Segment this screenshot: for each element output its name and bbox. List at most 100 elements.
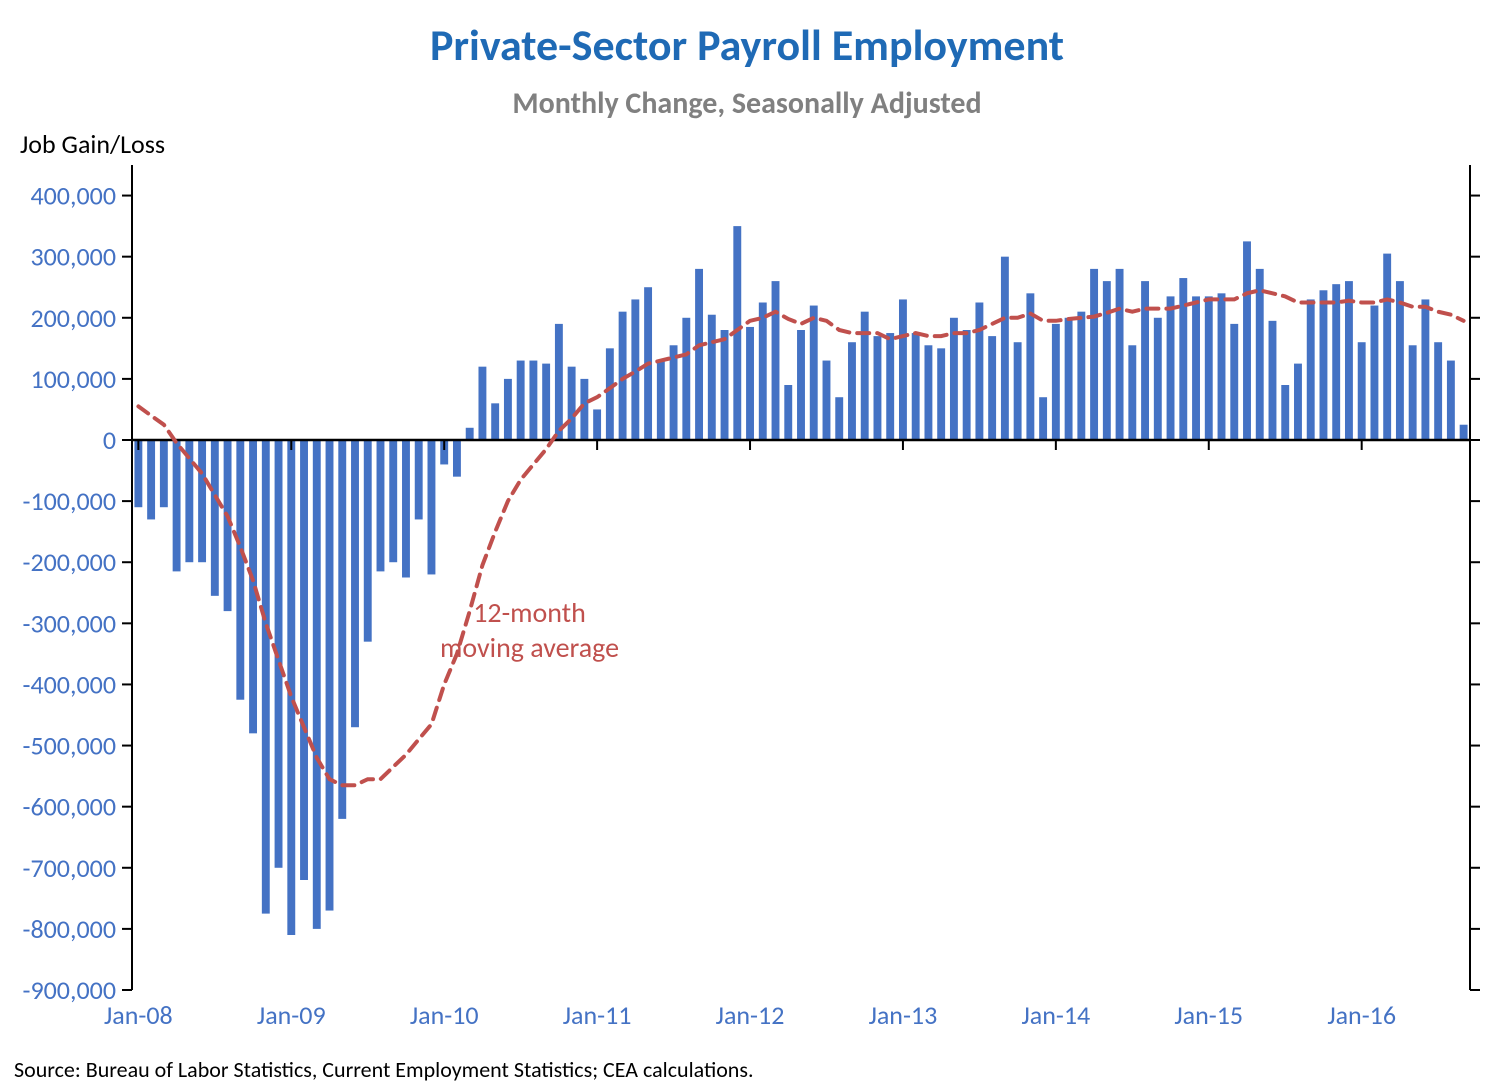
bar xyxy=(529,361,537,440)
svg-text:-400,000: -400,000 xyxy=(22,668,116,700)
bar xyxy=(810,306,818,440)
bar xyxy=(1077,312,1085,440)
bar xyxy=(682,318,690,440)
bar xyxy=(1383,254,1391,440)
bar xyxy=(1358,342,1366,440)
bar xyxy=(1307,299,1315,440)
bar xyxy=(1230,324,1238,440)
bar xyxy=(1141,281,1149,440)
bar xyxy=(823,361,831,440)
svg-text:Jan-11: Jan-11 xyxy=(563,999,632,1031)
svg-text:Jan-13: Jan-13 xyxy=(869,999,938,1031)
bar xyxy=(1345,281,1353,440)
bar xyxy=(415,440,423,519)
bar xyxy=(568,367,576,440)
svg-text:300,000: 300,000 xyxy=(30,241,116,273)
bar xyxy=(1090,269,1098,440)
bar xyxy=(1294,364,1302,440)
svg-text:Jan-09: Jan-09 xyxy=(257,999,326,1031)
bar xyxy=(313,440,321,929)
bar xyxy=(1001,257,1009,440)
bar xyxy=(517,361,525,440)
bar xyxy=(1447,361,1455,440)
bar xyxy=(326,440,334,911)
bar xyxy=(1167,296,1175,440)
bar xyxy=(772,281,780,440)
bar xyxy=(1269,321,1277,440)
bar xyxy=(848,342,856,440)
bar xyxy=(211,440,219,596)
bar xyxy=(1179,278,1187,440)
bar xyxy=(797,330,805,440)
svg-text:-500,000: -500,000 xyxy=(22,730,116,762)
svg-text:200,000: 200,000 xyxy=(30,302,116,334)
bar xyxy=(1460,425,1468,440)
bar xyxy=(975,303,983,441)
bar xyxy=(478,367,486,440)
bar xyxy=(173,440,181,571)
bar xyxy=(1014,342,1022,440)
bar xyxy=(835,397,843,440)
svg-text:Jan-12: Jan-12 xyxy=(716,999,785,1031)
chart-svg: -900,000-800,000-700,000-600,000-500,000… xyxy=(0,0,1494,1089)
bar xyxy=(593,409,601,440)
bar xyxy=(542,364,550,440)
bar xyxy=(262,440,270,914)
bar xyxy=(1103,281,1111,440)
svg-text:Jan-15: Jan-15 xyxy=(1174,999,1243,1031)
bar xyxy=(963,330,971,440)
svg-text:0: 0 xyxy=(103,424,116,456)
bar xyxy=(402,440,410,578)
bar xyxy=(453,440,461,477)
bar xyxy=(1256,269,1264,440)
bar xyxy=(886,333,894,440)
bar xyxy=(1205,296,1213,440)
svg-text:100,000: 100,000 xyxy=(30,363,116,395)
bar xyxy=(657,361,665,440)
bar xyxy=(1128,345,1136,440)
bar xyxy=(1320,290,1328,440)
bar xyxy=(950,318,958,440)
bar xyxy=(1116,269,1124,440)
bar xyxy=(1192,296,1200,440)
bar xyxy=(988,336,996,440)
bar xyxy=(198,440,206,562)
bar xyxy=(937,348,945,440)
bar xyxy=(147,440,155,519)
bar xyxy=(861,312,869,440)
svg-text:400,000: 400,000 xyxy=(30,180,116,212)
bar xyxy=(708,315,716,440)
svg-text:-900,000: -900,000 xyxy=(22,974,116,1006)
bar xyxy=(428,440,436,574)
bar xyxy=(504,379,512,440)
bar xyxy=(1154,318,1162,440)
bar xyxy=(784,385,792,440)
bar xyxy=(924,345,932,440)
bar xyxy=(236,440,244,700)
bar xyxy=(134,440,142,507)
bar xyxy=(1281,385,1289,440)
bar xyxy=(1065,318,1073,440)
svg-text:Jan-16: Jan-16 xyxy=(1327,999,1396,1031)
bar xyxy=(1421,299,1429,440)
bar xyxy=(759,303,767,441)
bar xyxy=(912,333,920,440)
bar xyxy=(670,345,678,440)
bar xyxy=(377,440,385,571)
bar xyxy=(555,324,563,440)
svg-text:-300,000: -300,000 xyxy=(22,607,116,639)
svg-text:-700,000: -700,000 xyxy=(22,852,116,884)
svg-text:Jan-14: Jan-14 xyxy=(1021,999,1090,1031)
bar xyxy=(1434,342,1442,440)
svg-text:-600,000: -600,000 xyxy=(22,791,116,823)
bar xyxy=(364,440,372,642)
bar xyxy=(746,327,754,440)
svg-text:Jan-08: Jan-08 xyxy=(104,999,173,1031)
bar xyxy=(721,330,729,440)
bar xyxy=(389,440,397,562)
bar xyxy=(300,440,308,880)
bar xyxy=(1243,241,1251,440)
bar xyxy=(1409,345,1417,440)
bar xyxy=(1332,284,1340,440)
bar xyxy=(160,440,168,507)
